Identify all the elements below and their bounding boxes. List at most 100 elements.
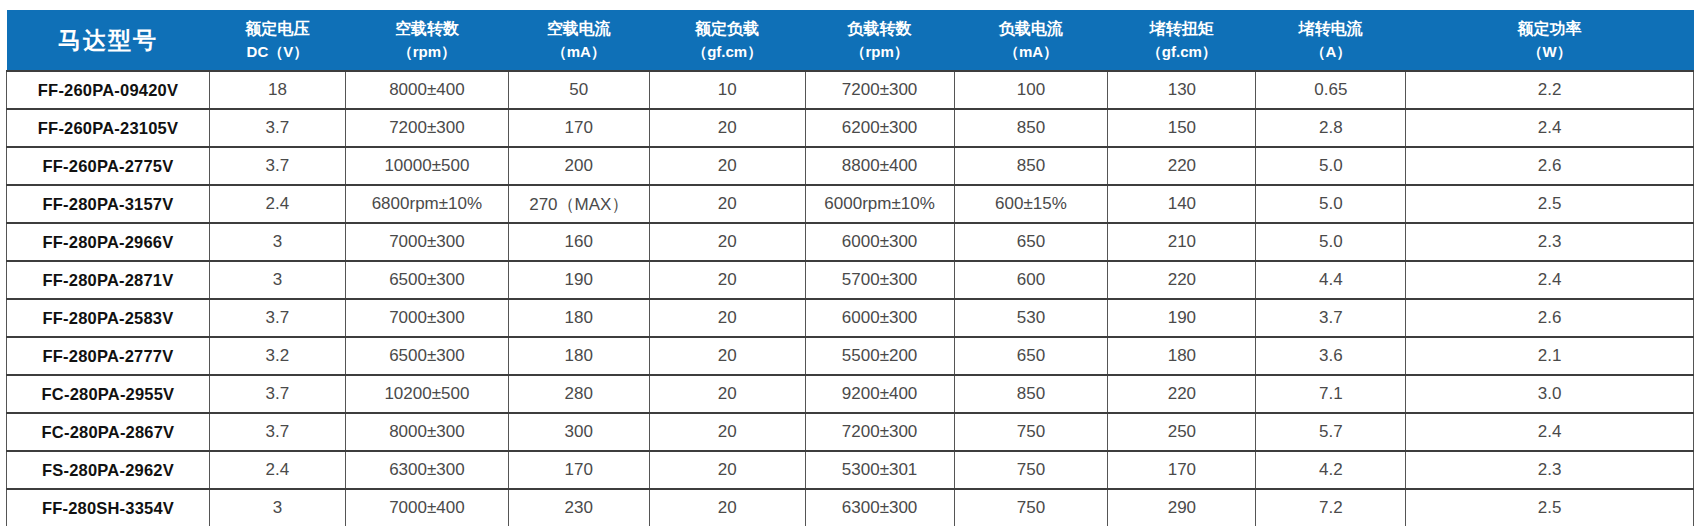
spec-value-cell: 20 bbox=[649, 375, 805, 413]
spec-value-cell: 180 bbox=[508, 337, 649, 375]
column-header-title: 马达型号 bbox=[7, 25, 210, 56]
spec-value-cell: 7000±400 bbox=[345, 489, 508, 526]
spec-table-body: FF-260PA-09420V188000±40050107200±300100… bbox=[7, 71, 1694, 526]
table-row: FF-260PA-23105V3.77200±300170206200±3008… bbox=[7, 109, 1694, 147]
spec-value-cell: 9200±400 bbox=[805, 375, 954, 413]
spec-value-cell: 5500±200 bbox=[805, 337, 954, 375]
column-header: 马达型号 bbox=[7, 10, 210, 71]
spec-value-cell: 20 bbox=[649, 223, 805, 261]
spec-value-cell: 2.5 bbox=[1406, 185, 1694, 223]
spec-value-cell: 4.4 bbox=[1256, 261, 1406, 299]
spec-value-cell: 2.3 bbox=[1406, 451, 1694, 489]
spec-table-header: 马达型号额定电压DC（V）空载转数（rpm）空载电流（mA）额定负载（gf.cm… bbox=[7, 10, 1694, 71]
spec-value-cell: 50 bbox=[508, 71, 649, 109]
spec-value-cell: 270（MAX） bbox=[508, 185, 649, 223]
column-header: 额定电压DC（V） bbox=[209, 10, 345, 71]
spec-value-cell: 650 bbox=[954, 223, 1108, 261]
spec-value-cell: 2.4 bbox=[1406, 109, 1694, 147]
spec-value-cell: 650 bbox=[954, 337, 1108, 375]
column-header: 空载电流（mA） bbox=[508, 10, 649, 71]
spec-value-cell: 3.0 bbox=[1406, 375, 1694, 413]
motor-model-cell: FF-280PA-2966V bbox=[7, 223, 210, 261]
spec-value-cell: 20 bbox=[649, 185, 805, 223]
spec-value-cell: 20 bbox=[649, 451, 805, 489]
spec-value-cell: 230 bbox=[508, 489, 649, 526]
spec-value-cell: 290 bbox=[1108, 489, 1256, 526]
spec-value-cell: 5700±300 bbox=[805, 261, 954, 299]
spec-value-cell: 0.65 bbox=[1256, 71, 1406, 109]
motor-model-cell: FF-280PA-3157V bbox=[7, 185, 210, 223]
motor-model-cell: FF-280PA-2777V bbox=[7, 337, 210, 375]
spec-value-cell: 180 bbox=[508, 299, 649, 337]
spec-value-cell: 2.3 bbox=[1406, 223, 1694, 261]
spec-value-cell: 850 bbox=[954, 109, 1108, 147]
column-header-title: 空载转数 bbox=[345, 17, 508, 42]
motor-model-cell: FF-280PA-2583V bbox=[7, 299, 210, 337]
table-row: FC-280PA-2955V3.710200±500280209200±4008… bbox=[7, 375, 1694, 413]
column-header-title: 负载电流 bbox=[954, 17, 1108, 42]
spec-value-cell: 3.7 bbox=[1256, 299, 1406, 337]
spec-value-cell: 6800rpm±10% bbox=[345, 185, 508, 223]
spec-value-cell: 5.7 bbox=[1256, 413, 1406, 451]
column-header: 额定负载（gf.cm） bbox=[649, 10, 805, 71]
column-header-title: 额定电压 bbox=[209, 17, 345, 42]
motor-model-cell: FC-280PA-2955V bbox=[7, 375, 210, 413]
spec-value-cell: 180 bbox=[1108, 337, 1256, 375]
spec-value-cell: 7.1 bbox=[1256, 375, 1406, 413]
spec-value-cell: 20 bbox=[649, 413, 805, 451]
spec-value-cell: 6300±300 bbox=[345, 451, 508, 489]
spec-value-cell: 3.2 bbox=[209, 337, 345, 375]
spec-value-cell: 10000±500 bbox=[345, 147, 508, 185]
spec-value-cell: 2.4 bbox=[209, 185, 345, 223]
spec-value-cell: 10200±500 bbox=[345, 375, 508, 413]
spec-value-cell: 5.0 bbox=[1256, 223, 1406, 261]
spec-value-cell: 3.7 bbox=[209, 413, 345, 451]
spec-value-cell: 2.4 bbox=[1406, 413, 1694, 451]
spec-value-cell: 2.6 bbox=[1406, 299, 1694, 337]
column-header-unit: （rpm） bbox=[345, 42, 508, 62]
motor-model-cell: FF-260PA-09420V bbox=[7, 71, 210, 109]
column-header-unit: （mA） bbox=[954, 42, 1108, 62]
table-row: FF-280PA-2777V3.26500±300180205500±20065… bbox=[7, 337, 1694, 375]
spec-value-cell: 7200±300 bbox=[805, 413, 954, 451]
spec-value-cell: 3 bbox=[209, 223, 345, 261]
spec-value-cell: 130 bbox=[1108, 71, 1256, 109]
spec-value-cell: 7200±300 bbox=[345, 109, 508, 147]
table-row: FF-280PA-2871V36500±300190205700±3006002… bbox=[7, 261, 1694, 299]
spec-value-cell: 6000rpm±10% bbox=[805, 185, 954, 223]
spec-value-cell: 2.4 bbox=[1406, 261, 1694, 299]
column-header-unit: （W） bbox=[1406, 42, 1694, 62]
spec-value-cell: 7000±300 bbox=[345, 223, 508, 261]
spec-value-cell: 200 bbox=[508, 147, 649, 185]
spec-value-cell: 220 bbox=[1108, 261, 1256, 299]
spec-value-cell: 170 bbox=[508, 109, 649, 147]
spec-value-cell: 3 bbox=[209, 261, 345, 299]
motor-model-cell: FF-260PA-23105V bbox=[7, 109, 210, 147]
column-header: 额定功率（W） bbox=[1406, 10, 1694, 71]
column-header-unit: （gf.cm） bbox=[649, 42, 805, 62]
spec-value-cell: 250 bbox=[1108, 413, 1256, 451]
column-header-title: 额定负载 bbox=[649, 17, 805, 42]
column-header-title: 额定功率 bbox=[1406, 17, 1694, 42]
spec-value-cell: 530 bbox=[954, 299, 1108, 337]
spec-value-cell: 8800±400 bbox=[805, 147, 954, 185]
spec-value-cell: 8000±400 bbox=[345, 71, 508, 109]
spec-value-cell: 2.4 bbox=[209, 451, 345, 489]
table-row: FF-260PA-2775V3.710000±500200208800±4008… bbox=[7, 147, 1694, 185]
spec-value-cell: 8000±300 bbox=[345, 413, 508, 451]
column-header-title: 空载电流 bbox=[508, 17, 649, 42]
page: 马达型号额定电压DC（V）空载转数（rpm）空载电流（mA）额定负载（gf.cm… bbox=[0, 0, 1700, 526]
column-header: 堵转电流（A） bbox=[1256, 10, 1406, 71]
column-header-title: 堵转扭矩 bbox=[1108, 17, 1256, 42]
spec-value-cell: 6000±300 bbox=[805, 223, 954, 261]
motor-model-cell: FC-280PA-2867V bbox=[7, 413, 210, 451]
spec-value-cell: 2.1 bbox=[1406, 337, 1694, 375]
spec-value-cell: 220 bbox=[1108, 147, 1256, 185]
spec-value-cell: 150 bbox=[1108, 109, 1256, 147]
column-header: 空载转数（rpm） bbox=[345, 10, 508, 71]
column-header: 负载电流（mA） bbox=[954, 10, 1108, 71]
motor-spec-table: 马达型号额定电压DC（V）空载转数（rpm）空载电流（mA）额定负载（gf.cm… bbox=[6, 10, 1694, 526]
spec-value-cell: 2.2 bbox=[1406, 71, 1694, 109]
spec-value-cell: 20 bbox=[649, 337, 805, 375]
spec-value-cell: 750 bbox=[954, 451, 1108, 489]
